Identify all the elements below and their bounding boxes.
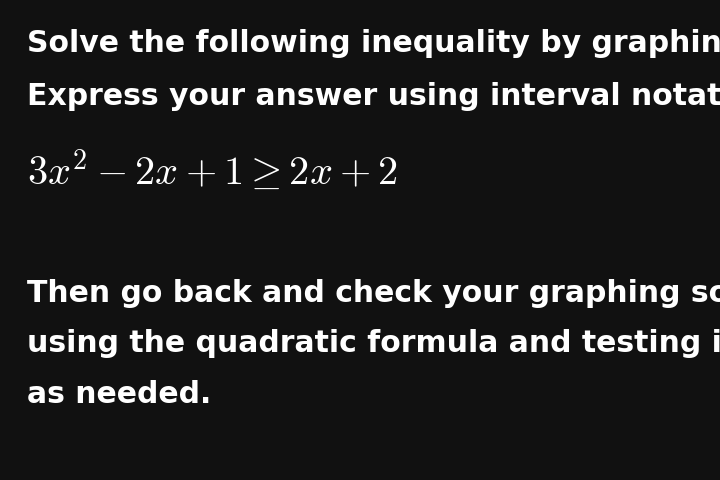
- Text: as needed.: as needed.: [27, 379, 212, 408]
- Text: using the quadratic formula and testing intervals: using the quadratic formula and testing …: [27, 329, 720, 358]
- Text: Solve the following inequality by graphing.: Solve the following inequality by graphi…: [27, 29, 720, 58]
- Text: Express your answer using interval notation.: Express your answer using interval notat…: [27, 82, 720, 110]
- Text: $3x^2 - 2x + 1 \geq 2x + 2$: $3x^2 - 2x + 1 \geq 2x + 2$: [27, 148, 398, 193]
- Text: Then go back and check your graphing solution: Then go back and check your graphing sol…: [27, 278, 720, 307]
